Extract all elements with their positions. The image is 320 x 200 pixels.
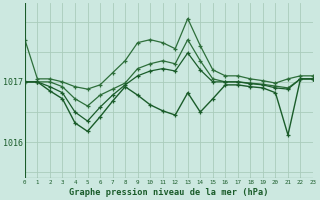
X-axis label: Graphe pression niveau de la mer (hPa): Graphe pression niveau de la mer (hPa) — [69, 188, 269, 197]
